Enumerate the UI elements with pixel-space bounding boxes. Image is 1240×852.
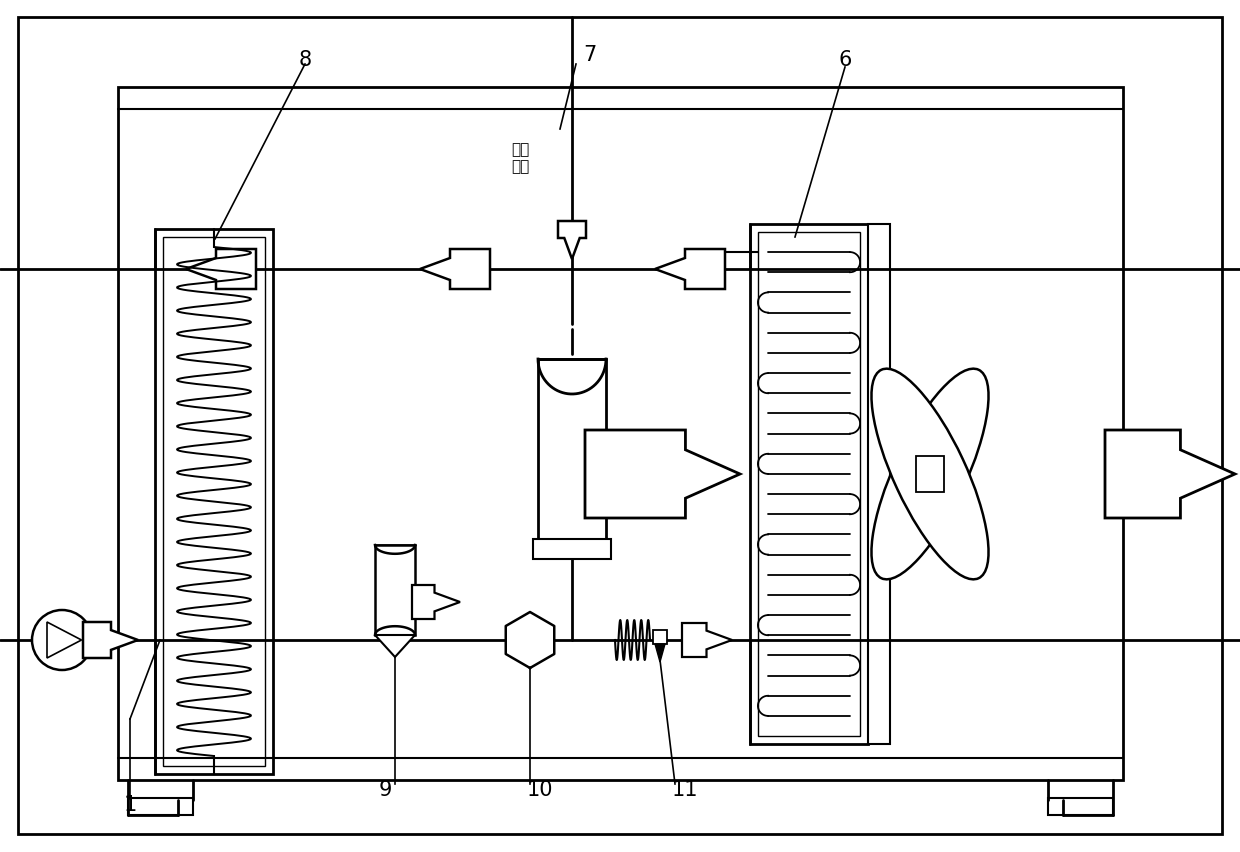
Text: 10: 10: [527, 779, 553, 799]
Polygon shape: [83, 622, 138, 659]
Bar: [916, 457, 944, 492]
Text: 8: 8: [299, 50, 311, 70]
Bar: [1048, 798, 1114, 815]
Text: 6: 6: [838, 50, 852, 70]
Polygon shape: [682, 624, 732, 657]
Polygon shape: [558, 222, 587, 260]
Polygon shape: [655, 250, 725, 290]
Polygon shape: [374, 636, 415, 657]
Bar: [868, 225, 890, 744]
Polygon shape: [186, 250, 255, 290]
Polygon shape: [1105, 430, 1235, 518]
Text: 11: 11: [672, 779, 698, 799]
Bar: [155, 230, 273, 774]
Text: 9: 9: [378, 779, 392, 799]
Bar: [128, 798, 193, 815]
Circle shape: [32, 610, 92, 671]
Polygon shape: [420, 250, 490, 290]
Polygon shape: [655, 644, 665, 662]
Bar: [750, 225, 868, 744]
Text: 电能
输入: 电能 输入: [511, 141, 529, 174]
Text: 7: 7: [583, 45, 596, 65]
Polygon shape: [585, 430, 740, 518]
Text: 1: 1: [123, 794, 136, 814]
Bar: [758, 233, 861, 736]
Bar: [118, 88, 1123, 780]
Ellipse shape: [872, 369, 988, 579]
Bar: [374, 545, 415, 636]
Ellipse shape: [872, 369, 988, 579]
Bar: [162, 238, 265, 766]
Polygon shape: [47, 622, 82, 659]
Polygon shape: [506, 613, 554, 668]
Bar: [653, 630, 667, 644]
Bar: [538, 360, 606, 539]
Bar: [533, 539, 611, 560]
Polygon shape: [412, 585, 460, 619]
